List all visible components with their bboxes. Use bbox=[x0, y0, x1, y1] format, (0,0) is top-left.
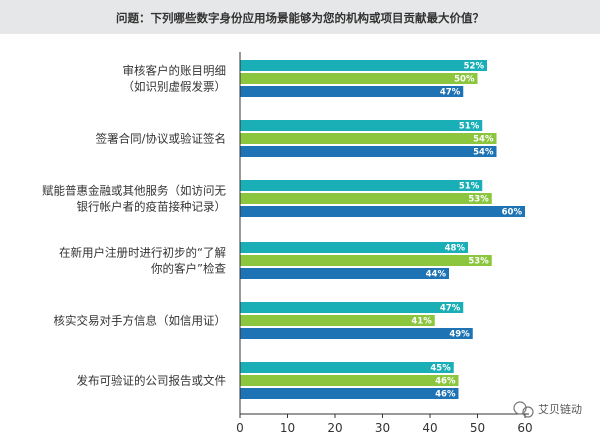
bar bbox=[240, 86, 464, 97]
category-label: 在新用户注册时进行初步的“了解 bbox=[59, 246, 226, 260]
data-label: 54% bbox=[473, 148, 494, 158]
watermark-text: 艾贝链动 bbox=[538, 402, 582, 416]
bar bbox=[240, 73, 478, 84]
chart-title: 问题：下列哪些数字身份应用场景能够为您的机构或项目贡献最大价值？ bbox=[116, 11, 484, 25]
data-label: 41% bbox=[411, 317, 432, 327]
data-label: 53% bbox=[468, 257, 489, 267]
category-label: 核实交易对手方信息（如信用证） bbox=[54, 314, 227, 328]
title-band bbox=[0, 0, 600, 34]
data-label: 46% bbox=[435, 390, 456, 400]
x-tick-label: 0 bbox=[236, 421, 244, 435]
bar bbox=[240, 302, 464, 313]
category-label: （如识别虚假发票） bbox=[123, 80, 227, 94]
x-tick-label: 50 bbox=[470, 421, 485, 435]
x-tick-label: 40 bbox=[422, 421, 437, 435]
bar bbox=[240, 315, 435, 326]
bar bbox=[240, 362, 454, 373]
plot-area: 52% 50% 47% 审核客户的账目明细 （如识别虚假发票） 51% 54% 54% 签署合同… bbox=[42, 52, 533, 435]
category-label: 审核客户的账目明细 bbox=[123, 64, 227, 78]
bar bbox=[240, 120, 483, 131]
category-label: 你的客户”检查 bbox=[151, 262, 226, 276]
data-label: 48% bbox=[445, 244, 466, 254]
data-label: 54% bbox=[473, 135, 494, 145]
bar bbox=[240, 133, 497, 144]
x-tick-label: 60 bbox=[517, 421, 532, 435]
data-label: 44% bbox=[426, 270, 447, 280]
bar bbox=[240, 206, 525, 217]
bar bbox=[240, 60, 487, 71]
data-label: 50% bbox=[454, 75, 475, 85]
bar bbox=[240, 255, 492, 266]
data-label: 45% bbox=[430, 364, 451, 374]
x-tick-label: 10 bbox=[280, 421, 295, 435]
data-label: 46% bbox=[435, 377, 456, 387]
category-label: 赋能普惠金融或其他服务（如访问无 bbox=[42, 184, 226, 198]
x-tick-label: 30 bbox=[375, 421, 390, 435]
bar bbox=[240, 193, 492, 204]
watermark: 艾贝链动 bbox=[513, 401, 582, 418]
bar bbox=[240, 375, 459, 386]
data-label: 60% bbox=[502, 208, 523, 218]
bar bbox=[240, 146, 497, 157]
bar bbox=[240, 242, 468, 253]
category-label: 银行帐户者的疫苗接种记录） bbox=[77, 200, 227, 214]
data-label: 53% bbox=[468, 195, 489, 205]
category-label: 签署合同/协议或验证签名 bbox=[96, 132, 226, 146]
bar bbox=[240, 180, 483, 191]
data-label: 52% bbox=[464, 62, 485, 72]
bar bbox=[240, 388, 459, 399]
bar bbox=[240, 328, 473, 339]
data-label: 51% bbox=[459, 122, 480, 132]
data-label: 47% bbox=[440, 304, 461, 314]
data-label: 47% bbox=[440, 88, 461, 98]
data-label: 51% bbox=[459, 182, 480, 192]
x-tick-label: 20 bbox=[327, 421, 342, 435]
data-label: 49% bbox=[449, 330, 470, 340]
bar bbox=[240, 268, 449, 279]
category-label: 发布可验证的公司报告或文件 bbox=[77, 374, 227, 388]
